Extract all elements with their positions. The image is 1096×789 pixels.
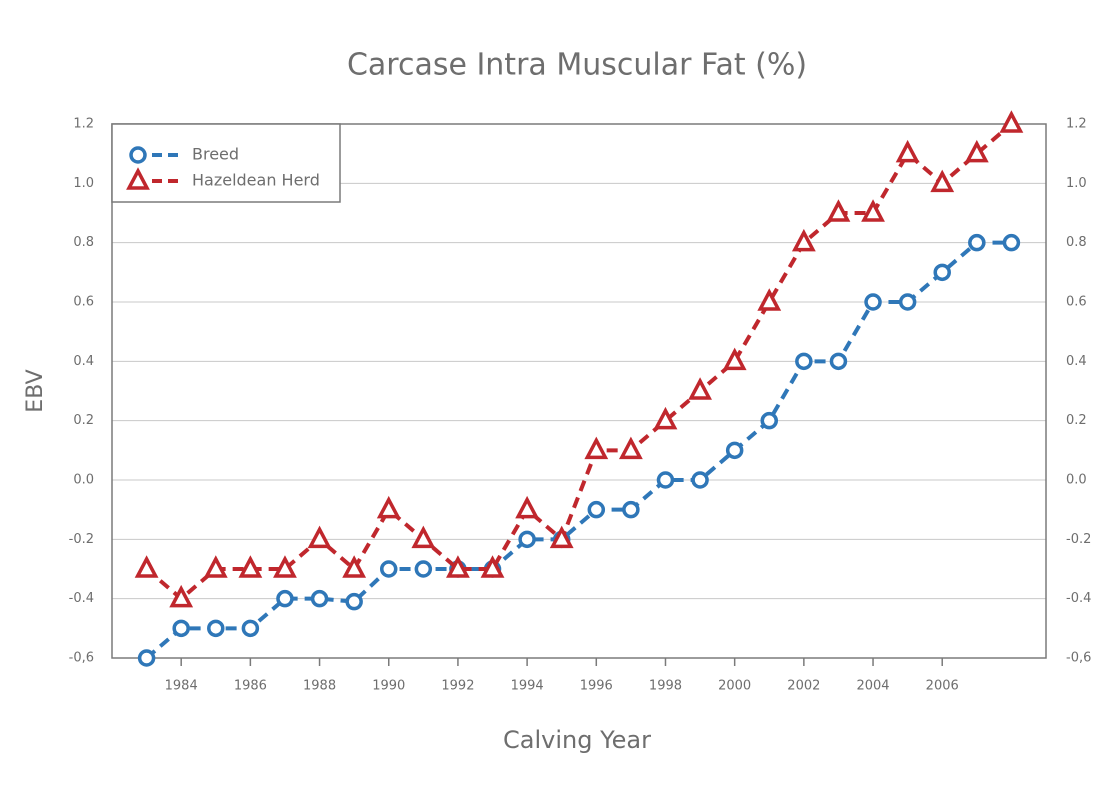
y-tick-label: 0.0 bbox=[73, 473, 94, 488]
legend-label: Breed bbox=[192, 145, 239, 164]
series-line bbox=[145, 122, 1013, 602]
legend-box bbox=[111, 123, 341, 203]
data-point bbox=[169, 584, 194, 608]
data-point bbox=[310, 589, 329, 608]
data-point bbox=[829, 352, 848, 371]
legend-marker bbox=[126, 167, 150, 190]
x-axis-label: Calving Year bbox=[503, 726, 651, 754]
y-tick-label: 0.4 bbox=[73, 354, 94, 369]
x-tick-label: 2002 bbox=[787, 679, 820, 694]
data-point bbox=[376, 495, 401, 519]
data-point bbox=[414, 560, 433, 578]
data-point bbox=[134, 555, 159, 578]
legend-label: Hazeldean Herd bbox=[192, 171, 320, 190]
data-point bbox=[688, 377, 712, 400]
data-point bbox=[1002, 233, 1021, 252]
y2-tick-label: -0,6 bbox=[1066, 651, 1091, 666]
y2-tick-label: 0.6 bbox=[1066, 295, 1087, 310]
data-point bbox=[722, 347, 747, 371]
data-point bbox=[515, 495, 540, 519]
y-tick-label: 0.8 bbox=[73, 235, 94, 250]
y-tick-label: 0.2 bbox=[73, 413, 94, 428]
data-point bbox=[307, 525, 332, 549]
y2-tick-label: 0.4 bbox=[1066, 354, 1087, 369]
data-point bbox=[379, 560, 398, 578]
x-tick-label: 1986 bbox=[234, 679, 267, 694]
data-point bbox=[172, 619, 190, 638]
y2-tick-label: 0.2 bbox=[1066, 413, 1087, 428]
y-tick-label: 1.0 bbox=[73, 176, 94, 191]
y2-tick-label: 1.2 bbox=[1066, 117, 1087, 132]
y-tick-label: 1.2 bbox=[73, 117, 94, 132]
data-point bbox=[587, 500, 606, 519]
data-point bbox=[276, 589, 294, 608]
chart-title: Carcase Intra Muscular Fat (%) bbox=[347, 48, 807, 83]
data-point bbox=[861, 199, 885, 222]
data-point bbox=[345, 592, 363, 611]
data-point bbox=[411, 525, 436, 549]
data-point bbox=[760, 411, 779, 430]
y2-tick-label: 0.8 bbox=[1066, 235, 1087, 250]
data-point bbox=[791, 228, 816, 252]
x-tick-label: 1990 bbox=[372, 679, 405, 694]
data-point bbox=[864, 293, 882, 311]
data-point bbox=[207, 619, 225, 638]
y2-tick-label: -0.2 bbox=[1066, 532, 1091, 547]
data-point bbox=[691, 471, 709, 489]
y2-tick-label: 1.0 bbox=[1066, 176, 1087, 191]
data-point bbox=[342, 555, 367, 578]
x-tick-label: 1996 bbox=[580, 679, 613, 694]
data-point bbox=[618, 436, 643, 460]
data-point bbox=[137, 649, 156, 667]
y2-tick-label: 0.0 bbox=[1066, 473, 1087, 488]
y-axis-label: EBV bbox=[23, 369, 48, 412]
y-tick-label: -0,6 bbox=[69, 651, 94, 666]
y-tick-label: 0.6 bbox=[73, 295, 94, 310]
x-tick-label: 2004 bbox=[856, 679, 889, 694]
data-point bbox=[757, 288, 782, 311]
data-point bbox=[622, 500, 640, 519]
y2-tick-label: -0.4 bbox=[1066, 591, 1091, 606]
series-line bbox=[145, 240, 1012, 660]
data-point bbox=[895, 139, 920, 163]
x-tick-label: 1988 bbox=[303, 679, 336, 694]
x-tick-label: 1992 bbox=[441, 679, 474, 694]
data-point bbox=[968, 233, 986, 252]
data-point bbox=[446, 555, 470, 578]
data-point bbox=[930, 169, 955, 193]
data-point bbox=[999, 110, 1024, 133]
data-point bbox=[203, 555, 228, 578]
data-point bbox=[273, 555, 297, 578]
data-point bbox=[518, 530, 536, 549]
x-tick-label: 1994 bbox=[511, 679, 544, 694]
data-point bbox=[241, 619, 260, 638]
data-point bbox=[549, 525, 574, 549]
legend-marker bbox=[129, 146, 147, 164]
x-tick-label: 2006 bbox=[926, 679, 959, 694]
data-point bbox=[656, 471, 675, 489]
data-point bbox=[898, 293, 917, 311]
data-point bbox=[238, 555, 263, 578]
y-tick-label: -0.2 bbox=[69, 532, 94, 547]
data-point bbox=[725, 441, 744, 460]
plot-frame bbox=[111, 123, 1047, 659]
data-point bbox=[795, 352, 813, 371]
data-point bbox=[584, 436, 609, 460]
y-tick-label: -0.4 bbox=[69, 591, 94, 606]
data-point bbox=[826, 199, 851, 222]
x-tick-label: 2000 bbox=[718, 679, 751, 694]
data-point bbox=[480, 555, 505, 578]
data-point bbox=[653, 406, 678, 430]
data-point bbox=[933, 263, 951, 282]
x-tick-label: 1984 bbox=[165, 679, 198, 694]
data-point bbox=[964, 139, 989, 163]
x-tick-label: 1998 bbox=[649, 679, 682, 694]
